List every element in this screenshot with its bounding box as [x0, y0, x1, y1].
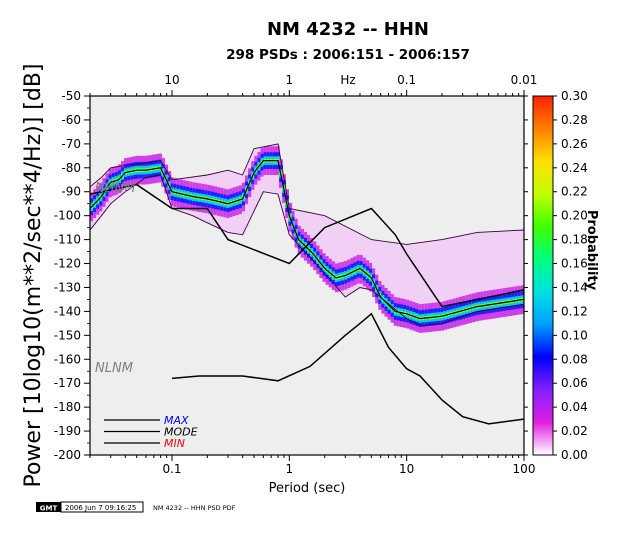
top-tick-label: 10: [164, 73, 179, 87]
y-tick-label: -60: [61, 113, 81, 127]
colorbar-tick-label: 0.02: [561, 424, 588, 438]
y-tick-label: -170: [54, 376, 81, 390]
gmt-logo-text: GMT: [40, 505, 58, 513]
y-tick-label: -110: [54, 233, 81, 247]
gmt-logo: [36, 502, 61, 512]
colorbar-tick-label: 0.06: [561, 376, 588, 390]
x-tick-label: 0.1: [162, 462, 181, 476]
x-axis-label: Period (sec): [269, 481, 346, 496]
timestamp: 2006 Jun 7 09:16:25: [65, 504, 136, 512]
y-tick-label: -70: [61, 137, 81, 151]
top-axis-label: Hz: [340, 73, 355, 87]
curves: [90, 143, 524, 425]
top-tick-label: 0.01: [511, 73, 538, 87]
y-tick-label: -180: [54, 400, 81, 414]
y-tick-label: -160: [54, 352, 81, 366]
colorbar-tick-label: 0.26: [561, 137, 588, 151]
colorbar-label: Probability: [584, 210, 599, 291]
x-tick-label: 10: [399, 462, 414, 476]
top-tick-label: 1: [286, 73, 294, 87]
colorbar-tick-label: 0.00: [561, 448, 588, 462]
y-tick-label: -100: [54, 209, 81, 223]
y-axis-label: Power [10log10(m**2/sec**4/Hz)] [dB]: [21, 63, 46, 487]
chart-subtitle: 298 PSDs : 2006:151 - 2006:157: [226, 47, 470, 63]
y-tick-label: -200: [54, 448, 81, 462]
timestamp-box: [60, 501, 144, 513]
annotation-nhnm: NHNM: [95, 181, 135, 196]
series-nhnm-line: [90, 183, 524, 308]
colorbar-tick-label: 0.30: [561, 89, 588, 103]
top-tick-label: 0.1: [397, 73, 416, 87]
series-mode-line: [90, 160, 524, 320]
legend-label-mode: MODE: [164, 426, 198, 439]
legend-label-min: MIN: [164, 437, 185, 450]
colorbar-tick-label: 0.04: [561, 400, 588, 414]
x-tick-label: 100: [513, 462, 536, 476]
y-tick-label: -120: [54, 257, 81, 271]
y-tick-label: -80: [61, 161, 81, 175]
colorbar-tick-label: 0.16: [561, 257, 588, 271]
colorbar-tick-label: 0.22: [561, 185, 588, 199]
colorbar-tick-label: 0.08: [561, 352, 588, 366]
colorbar-tick-label: 0.12: [561, 304, 588, 318]
colorbar: [532, 95, 554, 456]
series-min-line: [90, 174, 524, 327]
y-tick-label: -140: [54, 304, 81, 318]
colorbar-tick-label: 0.20: [561, 209, 588, 223]
colorbar-tick-label: 0.10: [561, 328, 588, 342]
x-tick-label: 1: [286, 462, 294, 476]
colorbar-tick-label: 0.28: [561, 113, 588, 127]
series-max-line: [90, 143, 524, 245]
colorbar-tick-label: 0.24: [561, 161, 588, 175]
y-tick-label: -50: [61, 89, 81, 103]
footer-caption: NM 4232 -- HHN PSD PDF: [153, 504, 236, 512]
colorbar-tick-label: 0.18: [561, 233, 588, 247]
y-tick-label: -190: [54, 424, 81, 438]
y-tick-label: -90: [61, 185, 81, 199]
legend-label-max: MAX: [164, 414, 189, 427]
y-tick-label: -130: [54, 280, 81, 294]
chart-title: NM 4232 -- HHN: [267, 19, 429, 40]
y-tick-label: -150: [54, 328, 81, 342]
series-nlnm-line: [171, 312, 524, 425]
annotation-nlnm: NLNM: [95, 361, 133, 376]
colorbar-tick-label: 0.14: [561, 280, 588, 294]
